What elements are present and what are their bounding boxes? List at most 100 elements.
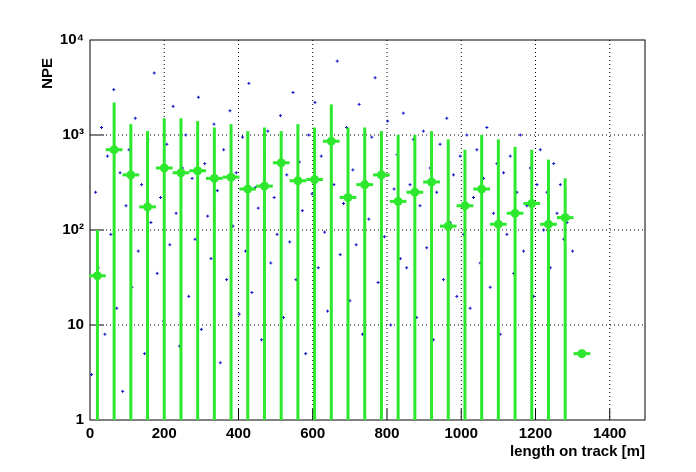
data-point — [418, 204, 422, 208]
data-point — [401, 111, 405, 115]
data-point — [307, 133, 311, 137]
profile-point — [577, 349, 587, 359]
x-tick-label: 200 — [152, 425, 177, 442]
profile-point — [310, 175, 320, 185]
data-point — [382, 235, 386, 239]
profile-point — [226, 172, 236, 182]
x-tick-label: 0 — [86, 425, 94, 442]
data-point — [103, 332, 107, 336]
data-point — [438, 142, 442, 146]
data-point — [488, 285, 492, 289]
profile-point — [343, 192, 353, 202]
data-point — [326, 309, 330, 313]
profile-point — [159, 163, 169, 173]
data-point — [468, 306, 472, 310]
data-point — [310, 192, 314, 196]
profile-point — [259, 181, 269, 191]
data-point — [105, 154, 109, 158]
data-point — [272, 195, 276, 199]
data-point — [266, 129, 270, 133]
data-point — [492, 211, 496, 215]
profile-point — [193, 166, 203, 176]
data-point — [234, 171, 238, 175]
data-point — [168, 243, 172, 247]
data-point — [118, 171, 122, 175]
data-point — [458, 154, 462, 158]
data-point — [485, 125, 489, 129]
plot-frame — [89, 39, 646, 421]
data-point — [376, 281, 380, 285]
data-point — [115, 306, 119, 310]
data-point — [143, 352, 147, 356]
data-point — [250, 290, 254, 294]
data-point — [408, 183, 412, 187]
data-point — [445, 116, 449, 120]
data-point — [475, 148, 479, 152]
data-point — [288, 240, 292, 244]
data-point — [159, 195, 163, 199]
data-point — [351, 168, 355, 172]
data-point — [109, 232, 113, 236]
data-point — [471, 195, 475, 199]
data-point — [354, 243, 358, 247]
profile-point — [293, 176, 303, 186]
data-point — [285, 173, 289, 177]
data-point — [275, 232, 279, 236]
data-point — [206, 214, 210, 218]
data-point — [241, 135, 245, 139]
data-point — [228, 109, 232, 113]
y-axis-title: NPE — [39, 58, 56, 89]
data-point — [124, 204, 128, 208]
profile-point — [109, 145, 119, 155]
data-point — [89, 373, 93, 377]
y-tick-label: 10³ — [62, 126, 84, 143]
profile-point — [393, 196, 403, 206]
profile-point — [92, 271, 102, 281]
data-point — [538, 148, 542, 152]
data-point — [332, 183, 336, 187]
data-point — [237, 312, 241, 316]
profile-point — [360, 180, 370, 190]
data-point — [316, 266, 320, 270]
x-tick-label: 1000 — [445, 425, 478, 442]
data-point — [121, 389, 125, 393]
data-point — [367, 217, 371, 221]
data-point — [392, 187, 396, 191]
data-point — [291, 91, 295, 95]
x-tick-label: 600 — [300, 425, 325, 442]
profile-point — [427, 177, 437, 187]
profile-point — [176, 168, 186, 178]
data-point — [389, 323, 393, 327]
data-point — [112, 88, 116, 92]
profile-point — [126, 170, 136, 180]
data-point — [100, 125, 104, 129]
data-point — [136, 249, 140, 253]
data-point — [335, 59, 339, 63]
data-point — [209, 257, 213, 261]
data-point — [203, 162, 207, 166]
data-point — [304, 352, 308, 356]
data-point — [247, 81, 251, 85]
data-point — [425, 246, 429, 250]
data-point — [174, 211, 178, 215]
data-point — [386, 119, 390, 123]
data-point — [155, 271, 159, 275]
data-point — [222, 148, 226, 152]
profile-point — [543, 219, 553, 229]
data-point — [508, 154, 512, 158]
data-point — [535, 183, 539, 187]
data-point — [225, 278, 229, 282]
y-tick-label: 10⁴ — [60, 31, 84, 48]
profile-point — [243, 184, 253, 194]
data-point — [133, 116, 137, 120]
profile-point — [209, 173, 219, 183]
profile-point — [527, 199, 537, 209]
profile-point — [410, 187, 420, 197]
data-point — [518, 133, 522, 137]
data-point — [373, 76, 377, 80]
data-point — [260, 338, 264, 342]
data-point — [502, 171, 506, 175]
data-point — [357, 102, 361, 106]
data-point — [171, 104, 175, 108]
data-point — [215, 189, 219, 193]
